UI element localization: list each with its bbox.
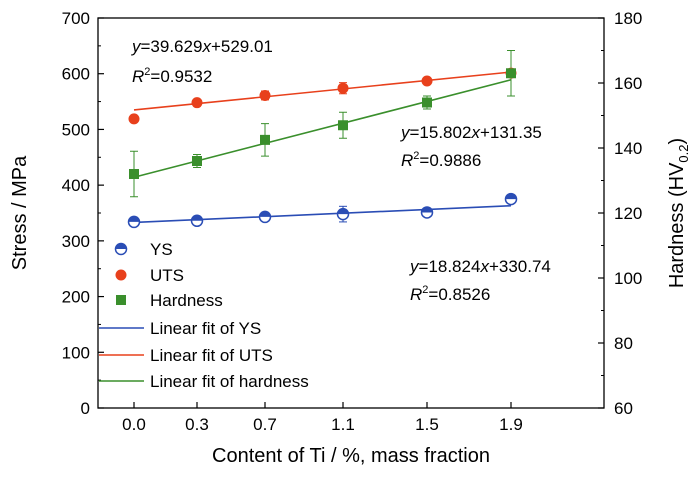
hardness-fit-annotation: y=15.802x+131.35 R2=0.9886 [400, 123, 542, 170]
marker-0-3 [337, 208, 349, 215]
legend: YS UTS Hardness Linear fit of YS Linear … [99, 240, 309, 391]
left-axis-ticks: 0 100 200 300 400 500 600 700 [62, 9, 104, 418]
marker-2-3 [338, 120, 348, 131]
left-tick-label-0: 0 [81, 399, 90, 418]
y2-axis-title: Hardness (HV0.2) [666, 138, 691, 288]
data-markers [127, 67, 518, 229]
legend-uts-fit-label: Linear fit of UTS [150, 346, 273, 365]
marker-1-4 [421, 75, 433, 87]
legend-uts-marker [115, 269, 127, 281]
marker-0-4 [421, 206, 433, 213]
right-tick-label-6: 180 [614, 9, 642, 28]
left-tick-label-3: 300 [62, 232, 90, 251]
marker-2-4 [422, 97, 432, 108]
right-axis-ticks: 60 80 100 120 140 160 180 [598, 9, 642, 418]
marker-1-2 [259, 89, 271, 101]
ys-fit-equation: y=18.824x+330.74 [409, 257, 551, 276]
legend-item-hardness-fit: Linear fit of hardness [99, 372, 309, 391]
legend-hardness-fit-label: Linear fit of hardness [150, 372, 309, 391]
left-tick-label-7: 700 [62, 9, 90, 28]
legend-ys-label: YS [150, 240, 173, 259]
fit-line-0 [133, 204, 512, 224]
ys-fit-annotation: y=18.824x+330.74 R2=0.8526 [409, 257, 551, 304]
right-tick-label-0: 60 [614, 399, 633, 418]
right-tick-label-4: 140 [614, 139, 642, 158]
y-axis-title: Stress / MPa [9, 155, 31, 270]
marker-1-1 [191, 97, 203, 109]
marker-0-2 [259, 211, 271, 217]
right-tick-label-2: 100 [614, 269, 642, 288]
marker-2-5 [506, 68, 516, 79]
fit-lines [133, 71, 512, 224]
marker-1-0 [128, 113, 140, 125]
legend-hardness-marker [116, 295, 126, 305]
x-tick-label-2: 0.7 [253, 415, 277, 434]
legend-uts-label: UTS [150, 266, 184, 285]
legend-ys-marker-fill [115, 243, 127, 249]
x-tick-label-4: 1.5 [415, 415, 439, 434]
legend-item-ys: YS [114, 240, 173, 259]
y2-axis-title-main: Hardness (HV [666, 162, 688, 288]
legend-item-hardness: Hardness [116, 291, 223, 310]
marker-0-5 [505, 193, 517, 200]
left-tick-label-4: 400 [62, 176, 90, 195]
marker-2-0 [129, 169, 139, 179]
x-tick-label-1: 0.3 [185, 415, 209, 434]
marker-1-3 [337, 82, 349, 94]
hardness-fit-r2: R2=0.9886 [401, 150, 481, 170]
legend-hardness-label: Hardness [150, 291, 223, 310]
legend-ys-fit-label: Linear fit of YS [150, 319, 261, 338]
marker-0-0 [128, 216, 140, 222]
left-tick-label-2: 200 [62, 288, 90, 307]
uts-fit-annotation: y=39.629x+529.01 R2=0.9532 [131, 37, 273, 86]
x-tick-label-3: 1.1 [331, 415, 355, 434]
left-tick-label-1: 100 [62, 343, 90, 362]
legend-item-uts: UTS [115, 266, 184, 285]
legend-item-uts-fit: Linear fit of UTS [99, 346, 273, 365]
marker-0-1 [191, 215, 203, 221]
x-tick-label-5: 1.9 [499, 415, 523, 434]
marker-2-1 [192, 156, 202, 166]
right-tick-label-3: 120 [614, 204, 642, 223]
x-axis-title: Content of Ti / %, mass fraction [212, 445, 490, 467]
left-tick-label-5: 500 [62, 120, 90, 139]
uts-fit-r2: R2=0.9532 [132, 66, 212, 86]
marker-2-2 [260, 134, 270, 145]
x-axis-ticks: 0.0 0.3 0.7 1.1 1.5 1.9 [122, 402, 523, 434]
uts-fit-equation: y=39.629x+529.01 [131, 37, 273, 56]
left-tick-label-6: 600 [62, 65, 90, 84]
legend-item-ys-fit: Linear fit of YS [99, 319, 261, 338]
hardness-fit-equation: y=15.802x+131.35 [400, 123, 542, 142]
y2-axis-title-sub: 0.2 [676, 144, 691, 162]
y2-axis-title-close: ) [666, 138, 688, 145]
right-tick-label-5: 160 [614, 74, 642, 93]
ys-fit-r2: R2=0.8526 [410, 284, 490, 304]
x-tick-label-0: 0.0 [122, 415, 146, 434]
right-tick-label-1: 80 [614, 334, 633, 353]
